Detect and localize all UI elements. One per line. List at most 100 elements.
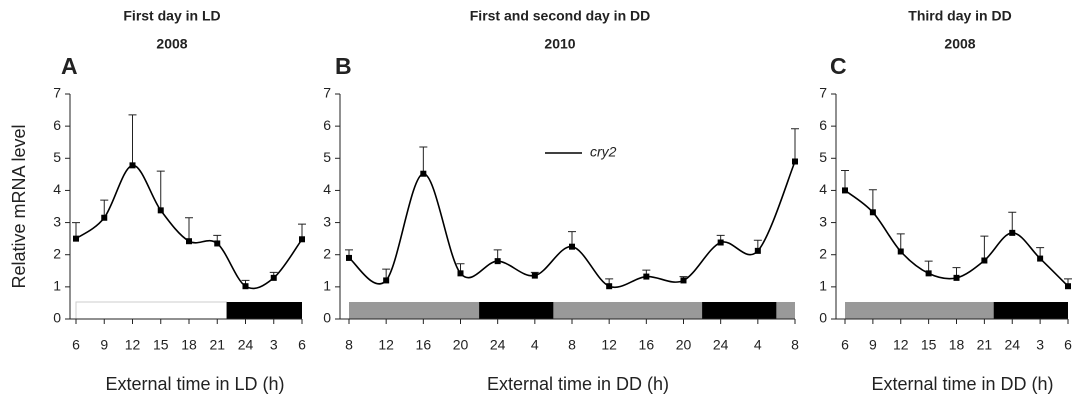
x-tick-label: 6 [841,337,849,353]
data-point [299,236,305,243]
panel-subtitle: 2008 [156,36,187,52]
y-tick-label: 4 [323,181,331,197]
y-tick-label: 7 [323,85,331,101]
y-tick-label: 7 [819,85,827,101]
data-point [73,235,79,242]
data-point [186,238,192,245]
panel-title: First day in LD [123,8,220,24]
photoperiod-bar [75,301,228,320]
x-tick-label: 4 [531,337,539,353]
panel-title: Third day in DD [908,8,1011,24]
data-point [953,274,960,281]
photoperiod-bar [776,302,795,319]
x-tick-label: 24 [1004,337,1020,353]
x-tick-label: 16 [416,337,432,353]
x-axis-label: External time in DD (h) [487,374,669,394]
data-point [842,187,848,194]
y-tick-label: 0 [819,310,827,326]
data-point [569,243,575,250]
data-point [1065,283,1071,290]
x-tick-label: 6 [1064,337,1072,353]
data-point [754,247,761,254]
photoperiod-bar [226,302,302,319]
y-tick-label: 7 [53,85,61,101]
error-bar [1008,211,1017,233]
photoperiod-bar [349,302,480,319]
series-line [348,161,796,289]
x-tick-label: 3 [1036,337,1044,353]
data-point [643,273,650,280]
photoperiod-bar [553,302,703,319]
data-point [457,270,464,277]
panel-title: First and second day in DD [470,8,650,24]
x-tick-label: 3 [270,337,278,353]
data-point [346,254,352,261]
x-tick-label: 15 [153,337,169,353]
data-point [897,248,904,255]
photoperiod-bar [479,302,554,319]
x-tick-label: 21 [977,337,993,353]
data-point [420,170,427,177]
photoperiod-bar [702,302,777,319]
x-tick-label: 8 [791,337,799,353]
y-tick-label: 3 [819,213,827,229]
legend-label: cry2 [590,144,617,160]
x-tick-label: 20 [453,337,469,353]
x-tick-label: 9 [869,337,877,353]
data-point [157,207,164,214]
panel-label: B [335,53,352,79]
y-tick-label: 6 [819,117,827,133]
y-tick-label: 1 [323,278,331,294]
x-tick-label: 15 [921,337,937,353]
data-point [531,272,538,279]
y-tick-label: 6 [53,117,61,133]
x-tick-label: 6 [298,337,306,353]
x-tick-label: 8 [345,337,353,353]
data-point [1037,255,1044,262]
x-tick-label: 24 [238,337,254,353]
y-tick-label: 5 [53,149,61,165]
y-tick-label: 0 [53,310,61,326]
error-bar [841,170,849,191]
data-point [717,239,724,246]
x-tick-label: 12 [378,337,394,353]
x-tick-label: 6 [72,337,80,353]
data-point [925,270,932,277]
x-tick-label: 4 [754,337,762,353]
panel-subtitle: 2010 [544,36,575,52]
error-bar [868,189,877,213]
y-tick-label: 5 [323,149,331,165]
x-axis-label: External time in LD (h) [105,374,284,394]
panel-subtitle: 2008 [944,36,975,52]
y-tick-label: 2 [819,245,827,261]
y-tick-label: 1 [53,278,61,294]
x-tick-label: 16 [639,337,655,353]
x-tick-label: 12 [893,337,909,353]
panel-label: A [61,53,78,79]
data-point [270,274,277,281]
data-point [242,283,249,290]
x-tick-label: 12 [601,337,617,353]
data-point [383,277,390,284]
data-point [869,209,876,216]
data-point [1009,229,1016,236]
y-tick-label: 5 [819,149,827,165]
data-point [214,240,221,247]
y-tick-label: 3 [53,213,61,229]
error-bar [980,235,989,261]
x-tick-label: 18 [949,337,965,353]
photoperiod-bar [993,302,1068,319]
x-axis-label: External time in DD (h) [871,374,1053,394]
x-tick-label: 8 [568,337,576,353]
y-tick-label: 2 [53,245,61,261]
data-point [101,214,108,221]
data-point [792,158,798,165]
y-axis-label: Relative mRNA level [9,124,29,288]
error-bar [156,170,165,211]
x-tick-label: 12 [125,337,141,353]
panel-label: C [830,53,847,79]
error-bar [791,128,799,162]
y-tick-label: 0 [323,310,331,326]
error-bar [419,146,428,174]
